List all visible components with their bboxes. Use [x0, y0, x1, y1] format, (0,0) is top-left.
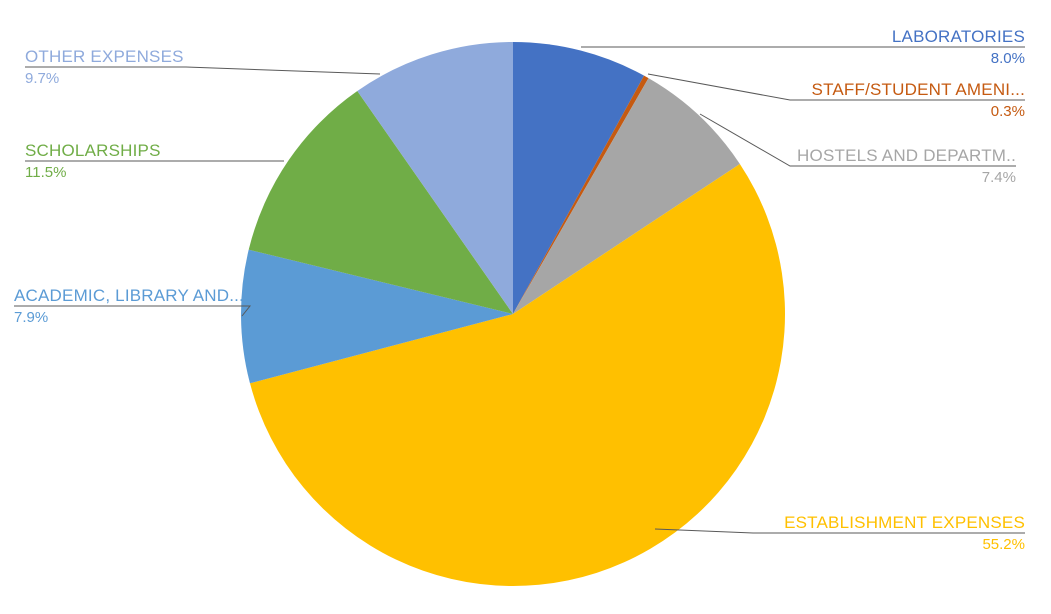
slice-label: HOSTELS AND DEPARTM..	[797, 146, 1016, 165]
slice-percent: 55.2%	[982, 536, 1025, 553]
leader-line-staff-student-ameni	[647, 73, 1025, 101]
callout-hostels-and-departments: HOSTELS AND DEPARTM.. 7.4%	[797, 145, 1016, 187]
slice-label: STAFF/STUDENT AMENI...	[811, 80, 1025, 99]
slice-label: OTHER EXPENSES	[25, 47, 184, 66]
pie-slice-hostels-and-departm[interactable]	[513, 78, 740, 314]
slice-percent: 8.0%	[990, 50, 1025, 67]
leader-line-hostels-and-departm	[699, 113, 1016, 167]
slice-percent: 0.3%	[990, 103, 1025, 120]
slice-percent: 7.4%	[981, 169, 1016, 186]
slice-percent: 7.9%	[14, 309, 49, 326]
leader-lines	[14, 46, 1025, 534]
callout-staff-student-amenities: STAFF/STUDENT AMENI... 0.3%	[812, 79, 1025, 121]
leader-line-other-expenses	[25, 66, 381, 75]
callout-scholarships: SCHOLARSHIPS 11.5%	[25, 140, 161, 182]
pie-slice-scholarships[interactable]	[248, 90, 513, 314]
pie-slice-academic-library-and[interactable]	[241, 249, 513, 384]
leader-line-establishment-expenses	[654, 528, 1025, 534]
slice-label: LABORATORIES	[891, 27, 1025, 46]
callout-laboratories: LABORATORIES 8.0%	[892, 26, 1025, 68]
pie-slice-staff-student-ameni[interactable]	[513, 75, 649, 314]
callout-other-expenses: OTHER EXPENSES 9.7%	[25, 46, 184, 88]
slice-percent: 9.7%	[25, 70, 60, 87]
callout-establishment-expenses: ESTABLISHMENT EXPENSES 55.2%	[784, 512, 1025, 554]
leader-line-academic-library-and	[14, 305, 252, 317]
pie-slice-other-expenses[interactable]	[357, 42, 513, 314]
slice-label: ACADEMIC, LIBRARY AND...	[14, 286, 244, 305]
slice-percent: 11.5%	[25, 164, 67, 181]
pie-slice-establishment-expenses[interactable]	[249, 163, 786, 587]
slice-label: ESTABLISHMENT EXPENSES	[784, 513, 1025, 532]
pie-slices	[241, 42, 786, 587]
slice-label: SCHOLARSHIPS	[25, 141, 161, 160]
callout-academic-library: ACADEMIC, LIBRARY AND... 7.9%	[14, 285, 244, 327]
pie-slice-laboratories[interactable]	[513, 42, 645, 314]
